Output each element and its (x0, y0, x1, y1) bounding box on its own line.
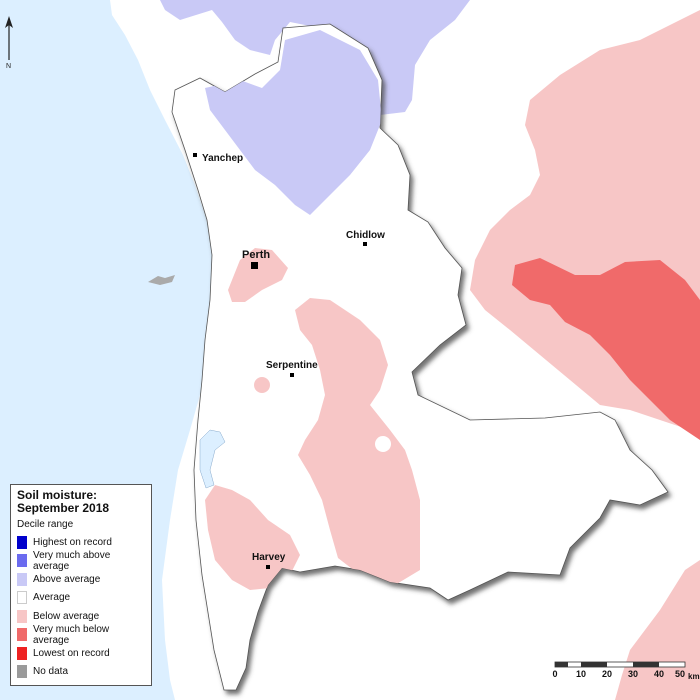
north-arrow-icon: N (5, 16, 13, 70)
scale-tick: 30 (628, 669, 638, 679)
legend-swatch (17, 554, 27, 568)
scale-tick: 20 (602, 669, 612, 679)
legend-swatch (17, 665, 27, 679)
scale-tick: 10 (576, 669, 586, 679)
town-label: Harvey (252, 552, 286, 563)
zone-below-average-patch (254, 377, 270, 393)
town-marker (290, 373, 294, 377)
legend-item: Highest on record (17, 533, 145, 552)
zone-below-average-harvey (205, 485, 300, 590)
legend-item-label: Above average (33, 573, 101, 585)
legend: Soil moisture: September 2018 Decile ran… (10, 484, 152, 686)
legend-swatch (17, 535, 27, 549)
town-marker (266, 565, 270, 569)
town-yanchep: Yanchep (193, 153, 243, 164)
zone-very-much-below-average (512, 258, 700, 440)
legend-item: No data (17, 663, 145, 682)
town-label: Serpentine (266, 360, 318, 371)
legend-item-label: Very much below average (33, 623, 110, 646)
town-perth: Perth (242, 249, 270, 269)
north-label: N (6, 63, 11, 70)
legend-item-label: Below average (33, 610, 100, 622)
legend-item: Above average (17, 570, 145, 589)
town-label: Yanchep (202, 153, 243, 164)
rottnest-island (148, 275, 175, 285)
legend-item-label: Highest on record (33, 536, 112, 548)
legend-swatch (17, 572, 27, 586)
town-marker (193, 153, 197, 157)
legend-item: Very much above average (17, 549, 145, 572)
town-serpentine: Serpentine (266, 360, 318, 377)
legend-item-label: Lowest on record (33, 647, 110, 659)
legend-item-label: No data (33, 666, 69, 678)
coastal-lake (199, 429, 226, 489)
legend-item: Very much below average (17, 623, 145, 646)
legend-item-label: Very much above average (33, 549, 111, 572)
town-label: Chidlow (346, 230, 385, 241)
scale-unit: km (688, 672, 700, 681)
legend-swatch (17, 628, 27, 642)
legend-subtitle: Decile range (17, 519, 74, 530)
legend-item: Average (17, 589, 145, 608)
town-label: Perth (242, 249, 270, 261)
town-harvey: Harvey (252, 552, 286, 569)
legend-item-label: Average (33, 592, 71, 604)
scale-tick: 40 (654, 669, 664, 679)
zone-above-average-inner (205, 30, 382, 215)
legend-title-line1: Soil moisture: (17, 488, 98, 502)
zone-above-average-north (160, 0, 470, 115)
zone-below-average-central (295, 298, 420, 585)
legend-item: Lowest on record (17, 644, 145, 663)
scale-bar: 0 10 20 30 40 50 km (552, 661, 700, 681)
scale-tick: 50 (675, 669, 685, 679)
legend-swatch (17, 646, 27, 660)
legend-item: Below average (17, 607, 145, 626)
legend-title-line2: September 2018 (17, 501, 110, 515)
scale-tick: 0 (552, 669, 557, 679)
town-chidlow: Chidlow (346, 230, 385, 246)
town-marker (251, 262, 258, 269)
zone-below-average-perth (228, 248, 288, 302)
inland-water (375, 436, 391, 452)
town-marker (363, 242, 367, 246)
legend-swatch (17, 591, 27, 605)
legend-swatch (17, 609, 27, 623)
